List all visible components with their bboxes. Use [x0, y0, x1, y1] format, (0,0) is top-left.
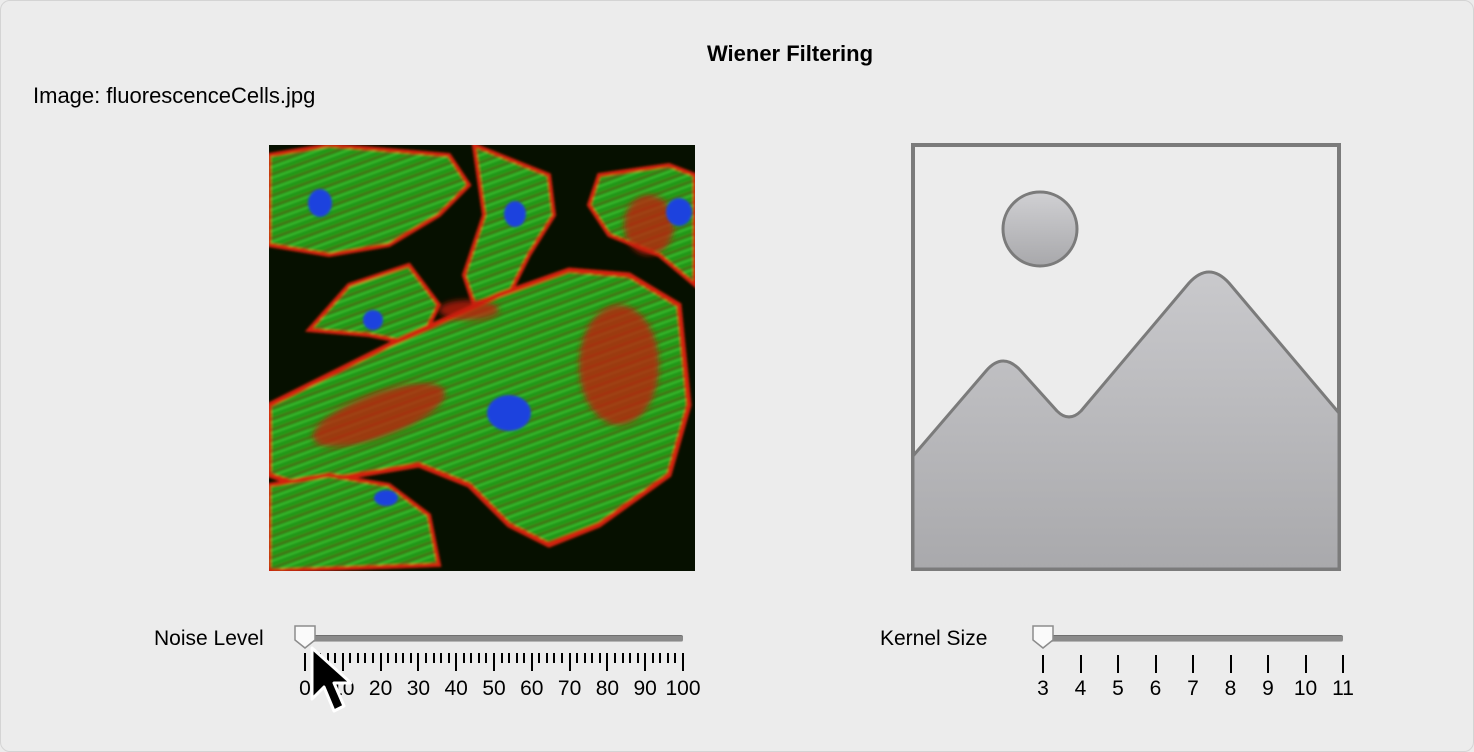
fluorescence-cells-image	[269, 145, 695, 571]
noise-tick-label: 100	[665, 677, 701, 700]
kernel-tick	[1342, 655, 1344, 673]
noise-minor-tick	[364, 653, 367, 663]
noise-minor-tick	[462, 653, 465, 663]
noise-major-tick	[379, 653, 382, 671]
noise-minor-tick	[477, 653, 480, 663]
noise-minor-tick	[523, 653, 526, 663]
noise-major-tick	[304, 653, 306, 671]
noise-tick-label: 50	[482, 677, 506, 700]
noise-major-tick	[606, 653, 609, 671]
kernel-tick	[1267, 655, 1269, 673]
filtered-image-axes[interactable]	[911, 143, 1341, 571]
noise-tick-label: 0	[299, 677, 311, 700]
noise-minor-tick	[598, 653, 601, 663]
kernel-slider-thumb[interactable]	[1032, 625, 1054, 649]
noise-major-tick	[644, 653, 647, 671]
noise-major-tick	[341, 653, 344, 671]
noise-minor-tick	[666, 653, 669, 663]
noise-tick-label: 70	[557, 677, 582, 700]
kernel-tick	[1042, 655, 1044, 673]
noise-major-tick	[493, 653, 495, 671]
noise-minor-tick	[387, 653, 390, 663]
noise-minor-tick	[576, 653, 579, 663]
kernel-tick	[1079, 655, 1082, 673]
noise-level-slider[interactable]: 0 10 20 30 40 50 60 70 80 90 100	[294, 623, 701, 713]
kernel-size-label: Kernel Size	[880, 627, 988, 650]
noise-tick-label: 20	[368, 677, 393, 700]
noise-minor-tick	[583, 653, 586, 663]
noise-tick-label: 40	[444, 677, 468, 700]
kernel-tick-label: 11	[1332, 677, 1354, 700]
kernel-tick-label: 4	[1074, 677, 1087, 700]
noise-tick-label: 90	[633, 677, 657, 700]
kernel-tick	[1229, 655, 1232, 673]
noise-level-label: Noise Level	[154, 627, 264, 650]
noise-tick-label: 30	[406, 677, 431, 700]
noise-minor-tick	[508, 653, 511, 663]
noise-minor-tick	[651, 653, 654, 663]
noise-minor-tick	[538, 653, 541, 663]
noise-minor-tick	[553, 653, 556, 663]
noise-minor-tick	[515, 653, 518, 663]
kernel-tick-label: 7	[1187, 677, 1199, 700]
noise-minor-tick	[349, 653, 352, 663]
noise-tick-label: 60	[520, 677, 544, 700]
noise-minor-tick	[326, 653, 329, 663]
kernel-tick-label: 10	[1293, 677, 1318, 700]
noise-minor-tick	[545, 653, 548, 663]
noise-minor-tick	[636, 653, 639, 663]
noise-major-tick	[568, 653, 571, 671]
noise-minor-tick	[447, 653, 450, 663]
image-placeholder-icon	[911, 143, 1341, 571]
kernel-size-slider[interactable]: 3 4 5 6 7 8 9 10 11	[1032, 623, 1354, 713]
noise-slider-thumb[interactable]	[294, 625, 316, 649]
noise-major-tick	[417, 653, 420, 671]
noise-minor-tick	[334, 653, 337, 663]
noise-minor-tick	[613, 653, 616, 663]
kernel-tick	[1154, 655, 1157, 673]
kernel-tick-label: 6	[1149, 677, 1162, 700]
image-label: Image: fluorescenceCells.jpg	[33, 83, 315, 109]
noise-minor-tick	[409, 653, 412, 663]
noise-minor-tick	[591, 653, 594, 663]
noise-minor-tick	[402, 653, 405, 663]
noise-minor-tick	[561, 653, 564, 663]
noise-minor-tick	[500, 653, 503, 663]
kernel-tick	[1304, 655, 1307, 673]
noise-minor-tick	[432, 653, 435, 663]
kernel-tick-label: 8	[1224, 677, 1237, 700]
noise-minor-tick	[674, 653, 677, 663]
noise-minor-tick	[394, 653, 397, 663]
noise-minor-tick	[372, 653, 375, 663]
kernel-tick	[1192, 655, 1194, 673]
page-title: Wiener Filtering	[706, 41, 874, 66]
noise-minor-tick	[424, 653, 427, 663]
noise-minor-tick	[485, 653, 488, 663]
kernel-tick-label: 9	[1262, 677, 1274, 700]
noise-minor-tick	[629, 653, 632, 663]
noise-minor-tick	[356, 653, 359, 663]
noise-tick-label: 80	[595, 677, 620, 700]
noise-slider-track[interactable]	[305, 635, 683, 642]
kernel-slider-track[interactable]	[1043, 635, 1343, 642]
noise-major-tick	[455, 653, 458, 671]
noise-major-tick	[530, 653, 533, 671]
noise-minor-tick	[440, 653, 443, 663]
mouse-cursor-icon	[310, 646, 353, 713]
noise-major-tick	[682, 653, 684, 671]
image-label-prefix: Image:	[33, 83, 101, 108]
noise-minor-tick	[470, 653, 473, 663]
kernel-tick	[1117, 655, 1119, 673]
kernel-tick-label: 5	[1112, 677, 1124, 700]
noise-minor-tick	[659, 653, 662, 663]
original-image-axes[interactable]	[269, 145, 695, 571]
noise-minor-tick	[621, 653, 624, 663]
kernel-tick-label: 3	[1037, 677, 1049, 700]
image-filename: fluorescenceCells.jpg	[106, 83, 316, 108]
